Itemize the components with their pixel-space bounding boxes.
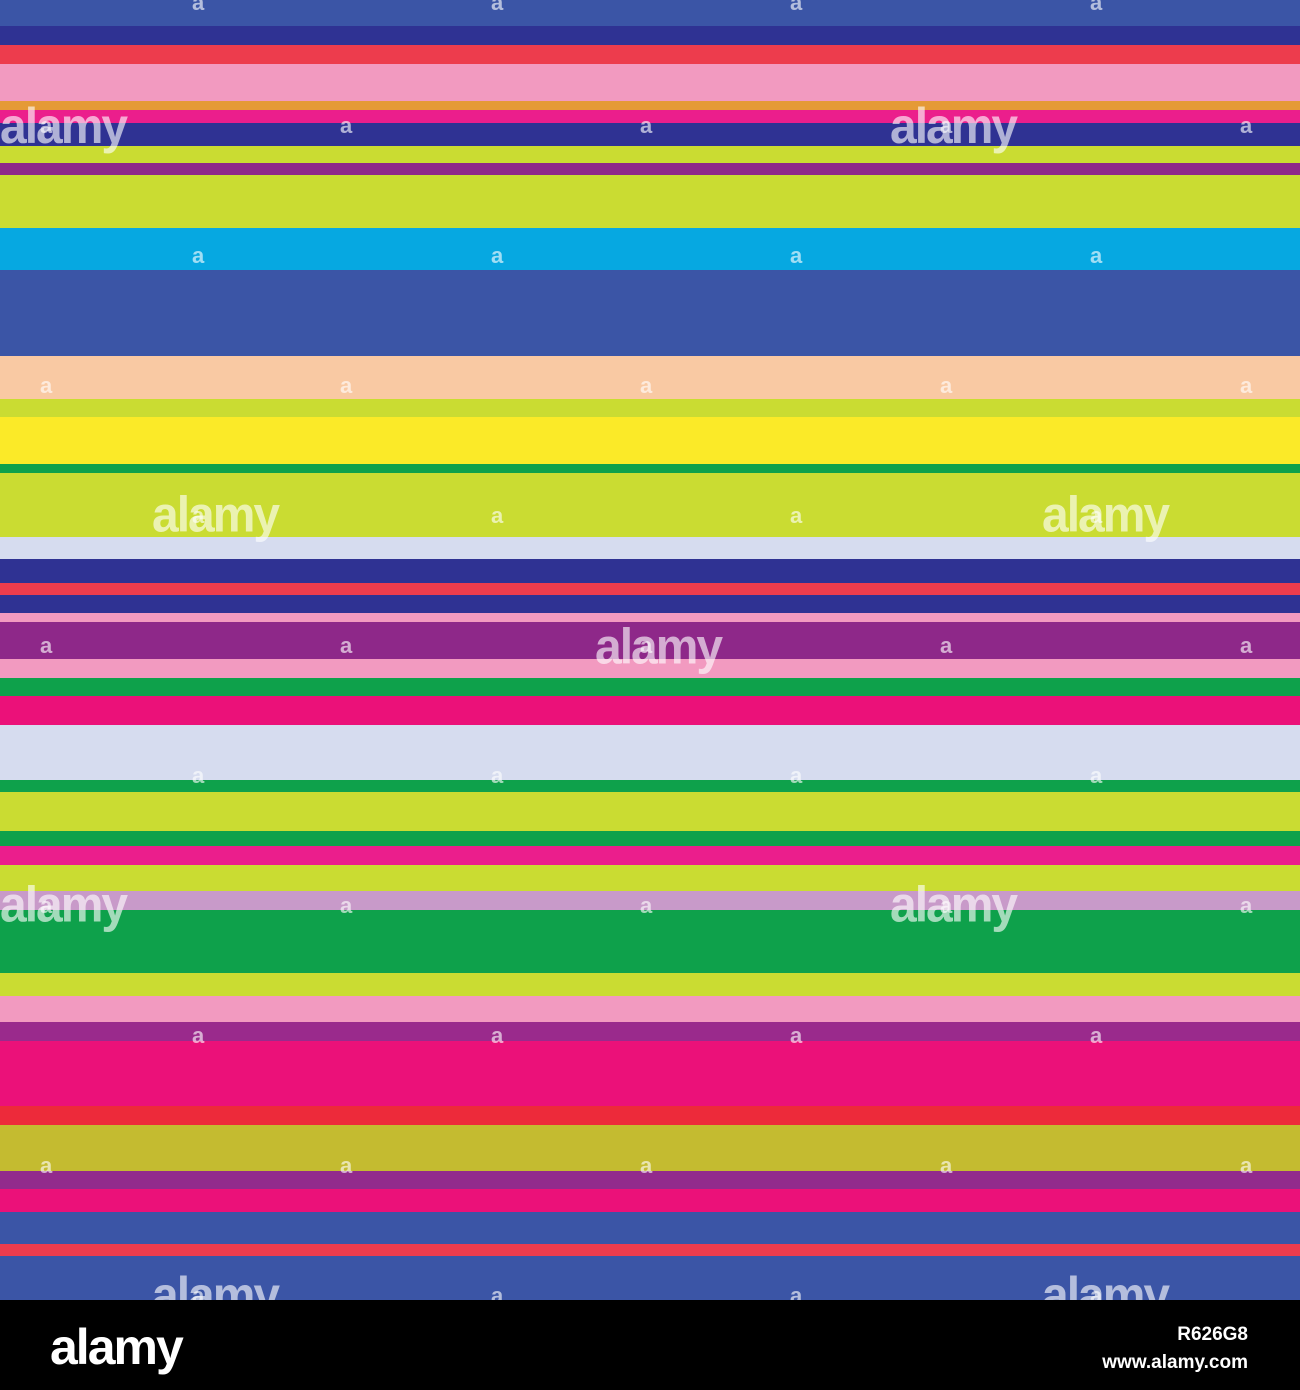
stripe	[0, 1022, 1300, 1041]
stripe	[0, 270, 1300, 356]
stripe	[0, 464, 1300, 473]
stripe	[0, 1256, 1300, 1300]
striped-pattern: alamy alamy alamy alamy alamy alamy alamy alamy…	[0, 0, 1300, 1300]
stripe	[0, 559, 1300, 583]
footer-logo: alamy	[50, 1319, 184, 1375]
stripe	[0, 1189, 1300, 1212]
stripe	[0, 26, 1300, 45]
stripe	[0, 910, 1300, 973]
stripe	[0, 1244, 1300, 1256]
stripe	[0, 613, 1300, 622]
stripe	[0, 64, 1300, 101]
stripe	[0, 146, 1300, 163]
stripe	[0, 725, 1300, 780]
stripe	[0, 678, 1300, 696]
stripe	[0, 45, 1300, 64]
stripe	[0, 865, 1300, 891]
stripe	[0, 831, 1300, 846]
stripe	[0, 792, 1300, 831]
stripe	[0, 163, 1300, 175]
stripe	[0, 696, 1300, 725]
stripe	[0, 973, 1300, 996]
stripe	[0, 1125, 1300, 1171]
stripe	[0, 473, 1300, 537]
stripe	[0, 175, 1300, 228]
stripe	[0, 780, 1300, 792]
stripe	[0, 595, 1300, 613]
image-id: R626G8	[1177, 1324, 1248, 1345]
stripe	[0, 228, 1300, 270]
stripe	[0, 622, 1300, 659]
stripe	[0, 1212, 1300, 1244]
stripe	[0, 1106, 1300, 1125]
stock-photo-footer: alamy R626G8 www.alamy.com	[0, 1300, 1300, 1390]
stripe	[0, 110, 1300, 123]
stripe	[0, 996, 1300, 1022]
stripe	[0, 101, 1300, 110]
stripe	[0, 891, 1300, 910]
footer-url: www.alamy.com	[1102, 1352, 1248, 1373]
stripe	[0, 583, 1300, 595]
stripe	[0, 1041, 1300, 1106]
stripe	[0, 0, 1300, 26]
stripe	[0, 399, 1300, 417]
stripe	[0, 1171, 1300, 1189]
stripe	[0, 537, 1300, 559]
stripe	[0, 417, 1300, 464]
stripe	[0, 356, 1300, 399]
stripe	[0, 123, 1300, 146]
stripe	[0, 659, 1300, 678]
stripe	[0, 846, 1300, 865]
